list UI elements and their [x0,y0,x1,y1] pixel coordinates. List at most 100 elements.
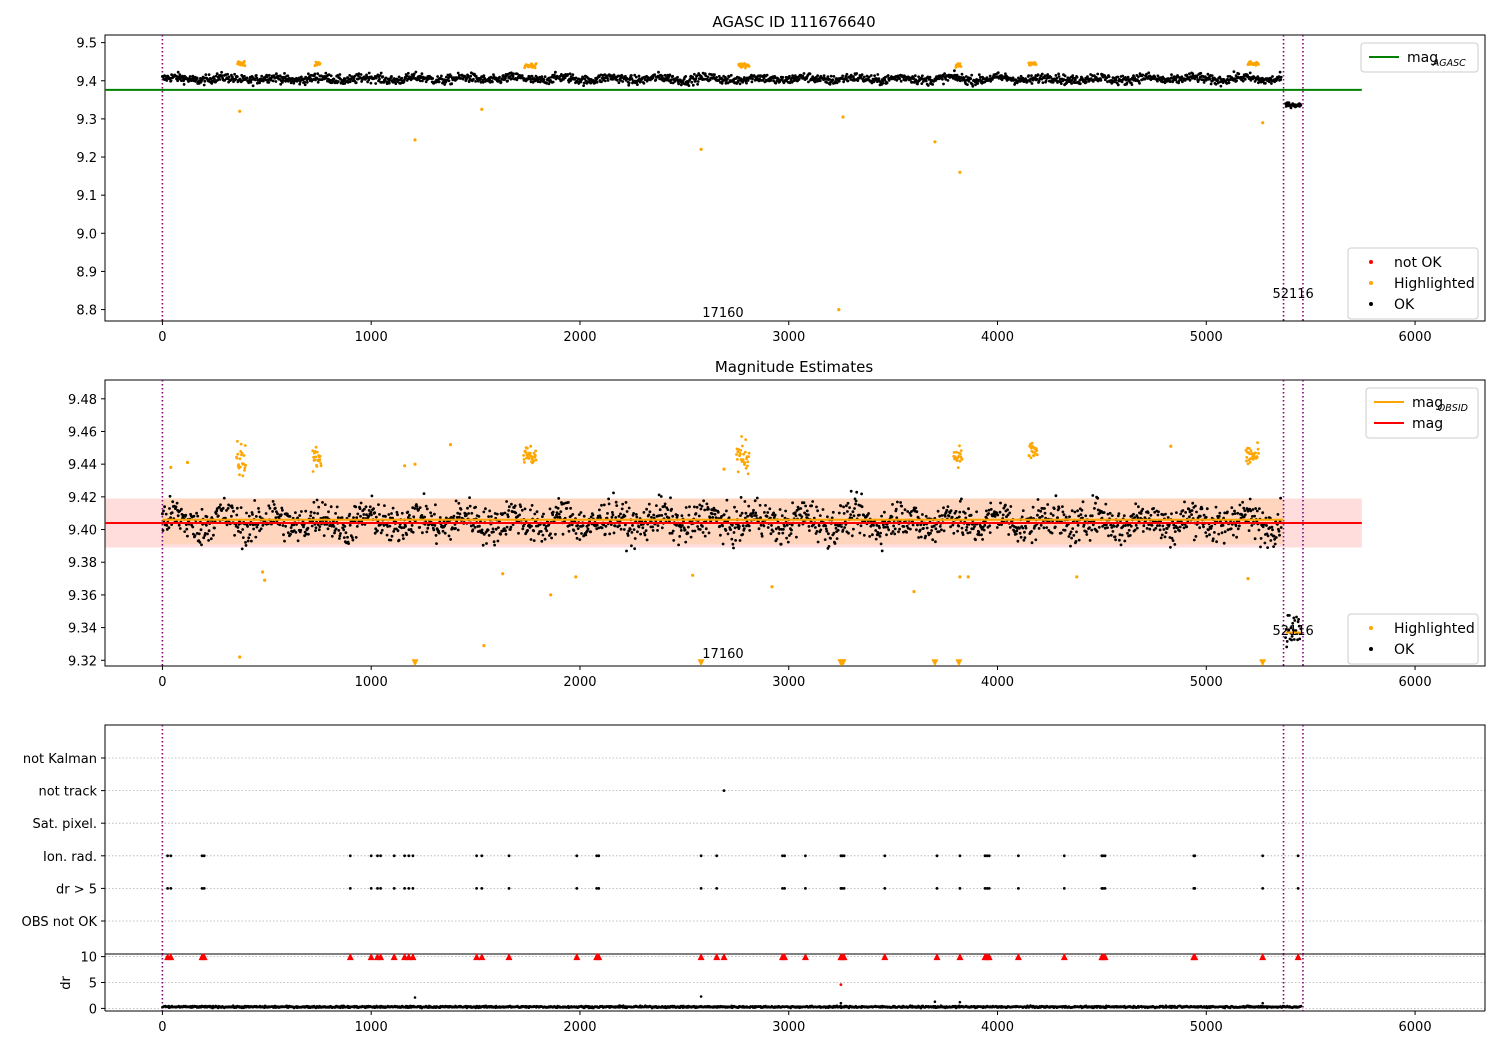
mag-ok-point [484,507,487,511]
mag-highlight-point [319,462,323,465]
agasc-ok-point [1156,74,1160,78]
mag-ok-point [731,523,734,527]
mag-ok-point [1222,541,1226,545]
mag-ok-point [897,530,900,534]
mag-ok-point [943,514,947,518]
agasc-ok-point [1054,74,1058,77]
mag-ok-point [735,510,739,513]
mag-ok-point [326,516,329,519]
mag-ok-point [328,524,331,527]
mag-ok-point [505,525,509,529]
agasc-ok-point [536,80,540,83]
mag-ok-point [1124,524,1127,527]
mag-ok-point [1108,511,1112,515]
agasc-ok-point [431,77,435,80]
mag-ok-point [471,528,475,532]
mag-ok-point [321,501,324,504]
mag-ok-point [1290,638,1293,642]
mag-ok-point [359,514,362,518]
mag-ok-point [298,514,302,517]
mag-ok-point [1049,512,1053,515]
flag-point [804,854,807,858]
mag-ok-point [1034,538,1038,542]
agasc-ok-point [1237,72,1241,76]
mag-ok-point [1142,524,1146,528]
flag-point [166,854,170,858]
agasc-ok-point [227,75,231,79]
mag-ok-point [175,501,179,505]
mag-ok-point [624,523,627,527]
mag-ok-point [738,539,742,542]
mag-ok-point [185,527,189,531]
agasc-ok-point [446,73,450,77]
agasc-ok-point [1096,72,1100,76]
agasc-ok-point [168,76,172,80]
agasc-ok-point [214,74,218,78]
agasc-ok-point [459,76,463,80]
mag-highlight-point [743,450,747,454]
mag-ok-point [239,506,243,509]
mag-ok-point [1084,514,1088,518]
mag-ok-point [425,507,429,511]
mag-highlight-point [522,454,525,457]
mag-ok-point [437,531,441,535]
agasc-ok-point [970,73,974,77]
mag-highlight-point [1035,453,1039,457]
mag-ok-point [389,516,392,520]
mag-ok-point [1016,539,1020,543]
agasc-ok-point [867,75,871,79]
agasc-ok-point [841,74,844,78]
mag-highlight-point [958,444,961,448]
mag-ok-point [233,533,237,537]
mag-ok-point [452,514,456,518]
agasc-ok-point [1146,76,1150,80]
mag-ok-point [586,527,590,531]
mag-ok-point [900,504,904,508]
agasc-ok-point [969,77,973,81]
agasc-ok-point [1243,77,1247,81]
agasc-ok-point [832,75,836,78]
mag-ok-point [929,531,932,535]
mag-ok-point [669,496,672,500]
flag-point [883,887,887,890]
agasc-ok-point [729,73,733,77]
agasc-ok-point [1209,82,1213,86]
mag-ok-point [225,509,228,512]
agasc-highlight-point [699,147,703,151]
mag-ok-point [642,511,646,514]
mag-ok-point [682,526,686,530]
mag-ok-point [1211,537,1215,541]
flag-category-label: Ion. rad. [43,850,97,865]
mag-ok-point [766,511,770,514]
agasc-ok-point [499,80,503,84]
mag-ok-point [899,501,902,504]
mag-ok-point [468,504,472,508]
mag-ok-point [701,531,705,534]
agasc-ok-point [1196,80,1200,83]
flag-point [403,887,406,890]
mag-ok-point [791,501,794,505]
agasc-ok-point [298,82,302,86]
mag-ok-point [652,513,656,517]
mag-xtick-label: 4000 [981,675,1014,690]
mag-highlight-point [314,445,318,449]
mag-ok-point [879,542,883,546]
mag-ok-point [250,539,253,543]
agasc-ok-point [896,74,900,78]
agasc-ok-point [745,81,748,85]
agasc-ok-point [962,76,966,80]
mag-ok-point [1134,502,1138,506]
agasc-ok-point [1141,73,1145,77]
mag-ok-point [565,507,569,510]
agasc-obsid-label: 17160 [702,306,743,321]
mag-ok-point [977,530,981,534]
mag-ok-point [707,507,710,511]
agasc-ok-point [1125,81,1129,85]
mag-ok-point [611,511,614,514]
mag-ok-point [1285,645,1289,649]
mag-ok-point [1257,528,1261,532]
agasc-ok-point [369,81,373,85]
mag-ok-point [1178,529,1181,533]
mag-ok-point [967,507,970,511]
mag-ok-point [254,535,258,539]
